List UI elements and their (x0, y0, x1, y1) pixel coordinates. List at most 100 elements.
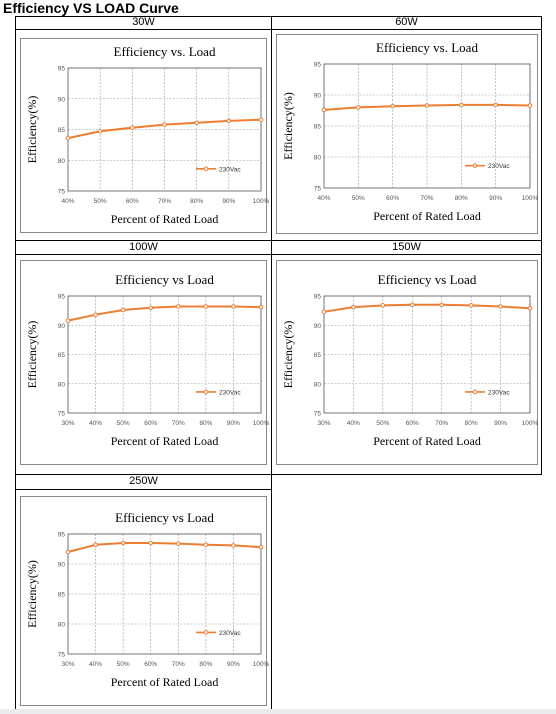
y-tick-label: 75 (314, 186, 322, 193)
y-axis-label: Efficiency(%) (25, 560, 39, 628)
header-divider (15, 29, 542, 30)
data-point (321, 309, 327, 315)
x-tick-label: 30% (61, 661, 74, 668)
x-tick-label: 70% (420, 195, 433, 202)
y-tick-label: 90 (58, 562, 66, 569)
data-point (351, 304, 356, 310)
header-divider (15, 489, 272, 490)
chart-frame (276, 34, 538, 234)
y-tick-label: 75 (58, 411, 66, 418)
x-tick-label: 100% (253, 198, 270, 205)
y-tick-label: 90 (314, 323, 322, 330)
y-tick-label: 95 (314, 62, 322, 69)
series-line (67, 542, 262, 553)
cell-header-30w: 30W (132, 16, 155, 28)
y-axis-label: Efficiency(%) (25, 96, 39, 164)
chart-title: Efficiency vs Load (115, 272, 214, 287)
x-tick-label: 30% (61, 420, 74, 427)
legend-marker (472, 389, 478, 395)
x-tick-label: 90% (227, 661, 240, 668)
y-tick-label: 75 (58, 189, 66, 196)
legend-label: 230Vac (219, 630, 241, 637)
data-point (231, 543, 236, 548)
data-point (231, 304, 236, 309)
legend-marker (203, 389, 209, 395)
x-tick-label: 60% (144, 420, 157, 427)
x-tick-label: 80% (465, 420, 478, 427)
y-tick-label: 85 (314, 124, 322, 131)
data-point (130, 125, 135, 130)
x-tick-label: 80% (199, 661, 212, 668)
y-tick-label: 90 (314, 93, 322, 100)
header-divider (15, 254, 542, 255)
x-tick-label: 50% (117, 420, 130, 427)
x-tick-label: 50% (117, 661, 130, 668)
y-axis-label: Efficiency(%) (281, 92, 295, 160)
y-tick-label: 85 (58, 592, 66, 599)
y-tick-label: 80 (314, 155, 322, 162)
chart-title: Efficiency vs Load (378, 272, 477, 287)
efficiency-chart-60w: Efficiency vs. Load 75 80 85 90 95 40% 50% 60% 70… (276, 34, 539, 234)
data-point (439, 302, 445, 308)
data-point (258, 304, 264, 310)
plot-area-border (67, 295, 262, 414)
series-line (323, 303, 531, 313)
y-tick-label: 95 (58, 66, 66, 73)
x-tick-label: 80% (199, 420, 212, 427)
x-tick-label: 60% (406, 420, 419, 427)
y-tick-label: 75 (314, 411, 322, 418)
chart-frame (20, 38, 267, 233)
plot-area-border (67, 67, 262, 192)
y-axis-label: Efficiency(%) (281, 321, 295, 389)
y-tick-label: 95 (58, 532, 66, 539)
x-tick-label: 90% (222, 198, 235, 205)
data-point (120, 307, 126, 313)
chart-title: Efficiency vs. Load (114, 44, 216, 59)
x-axis-label: Percent of Rated Load (111, 675, 219, 689)
data-point (409, 302, 415, 308)
data-point (498, 304, 503, 309)
x-tick-label: 50% (352, 195, 365, 202)
x-tick-label: 40% (89, 420, 102, 427)
data-point (65, 549, 71, 555)
data-point (493, 102, 498, 108)
cell-header-150w: 150W (392, 241, 421, 253)
cell-header-100w: 100W (129, 241, 158, 253)
data-point (424, 103, 430, 108)
efficiency-chart-150w: Efficiency vs Load 75 80 85 90 95 30% 40% 50% 60%… (276, 260, 539, 465)
data-point (356, 105, 361, 110)
x-tick-label: 80% (455, 195, 468, 202)
data-point (65, 318, 71, 323)
y-tick-label: 95 (58, 294, 66, 301)
chart-title: Efficiency vs. Load (376, 40, 478, 55)
x-axis-label: Percent of Rated Load (111, 212, 219, 226)
cell-header-60w: 60W (395, 16, 418, 28)
x-axis-label: Percent of Rated Load (373, 209, 481, 223)
legend-marker (203, 630, 209, 635)
legend-label: 230Vac (219, 166, 241, 173)
x-tick-label: 100% (253, 661, 270, 668)
y-tick-label: 80 (58, 381, 66, 388)
x-tick-label: 70% (435, 420, 448, 427)
x-tick-label: 100% (522, 420, 539, 427)
data-point (226, 118, 232, 124)
x-tick-label: 40% (89, 661, 102, 668)
data-point (194, 120, 199, 126)
y-tick-label: 90 (58, 96, 66, 103)
page-footer-bar (0, 709, 556, 714)
cell-header-250w: 250W (129, 475, 158, 487)
x-tick-label: 40% (347, 420, 360, 427)
data-point (390, 103, 395, 109)
data-point (97, 129, 103, 134)
x-tick-label: 90% (494, 420, 507, 427)
y-tick-label: 85 (58, 352, 66, 359)
x-tick-label: 90% (227, 420, 240, 427)
efficiency-chart-30w: Efficiency vs. Load 75 80 85 90 95 40% 50% 60% 70… (20, 38, 270, 233)
plot-area-border (67, 533, 262, 655)
plot-area-border (323, 63, 531, 189)
series-line (67, 305, 262, 322)
data-point (93, 312, 98, 318)
data-point (175, 541, 181, 546)
data-point (527, 103, 533, 108)
cell-border-150w (271, 240, 542, 475)
